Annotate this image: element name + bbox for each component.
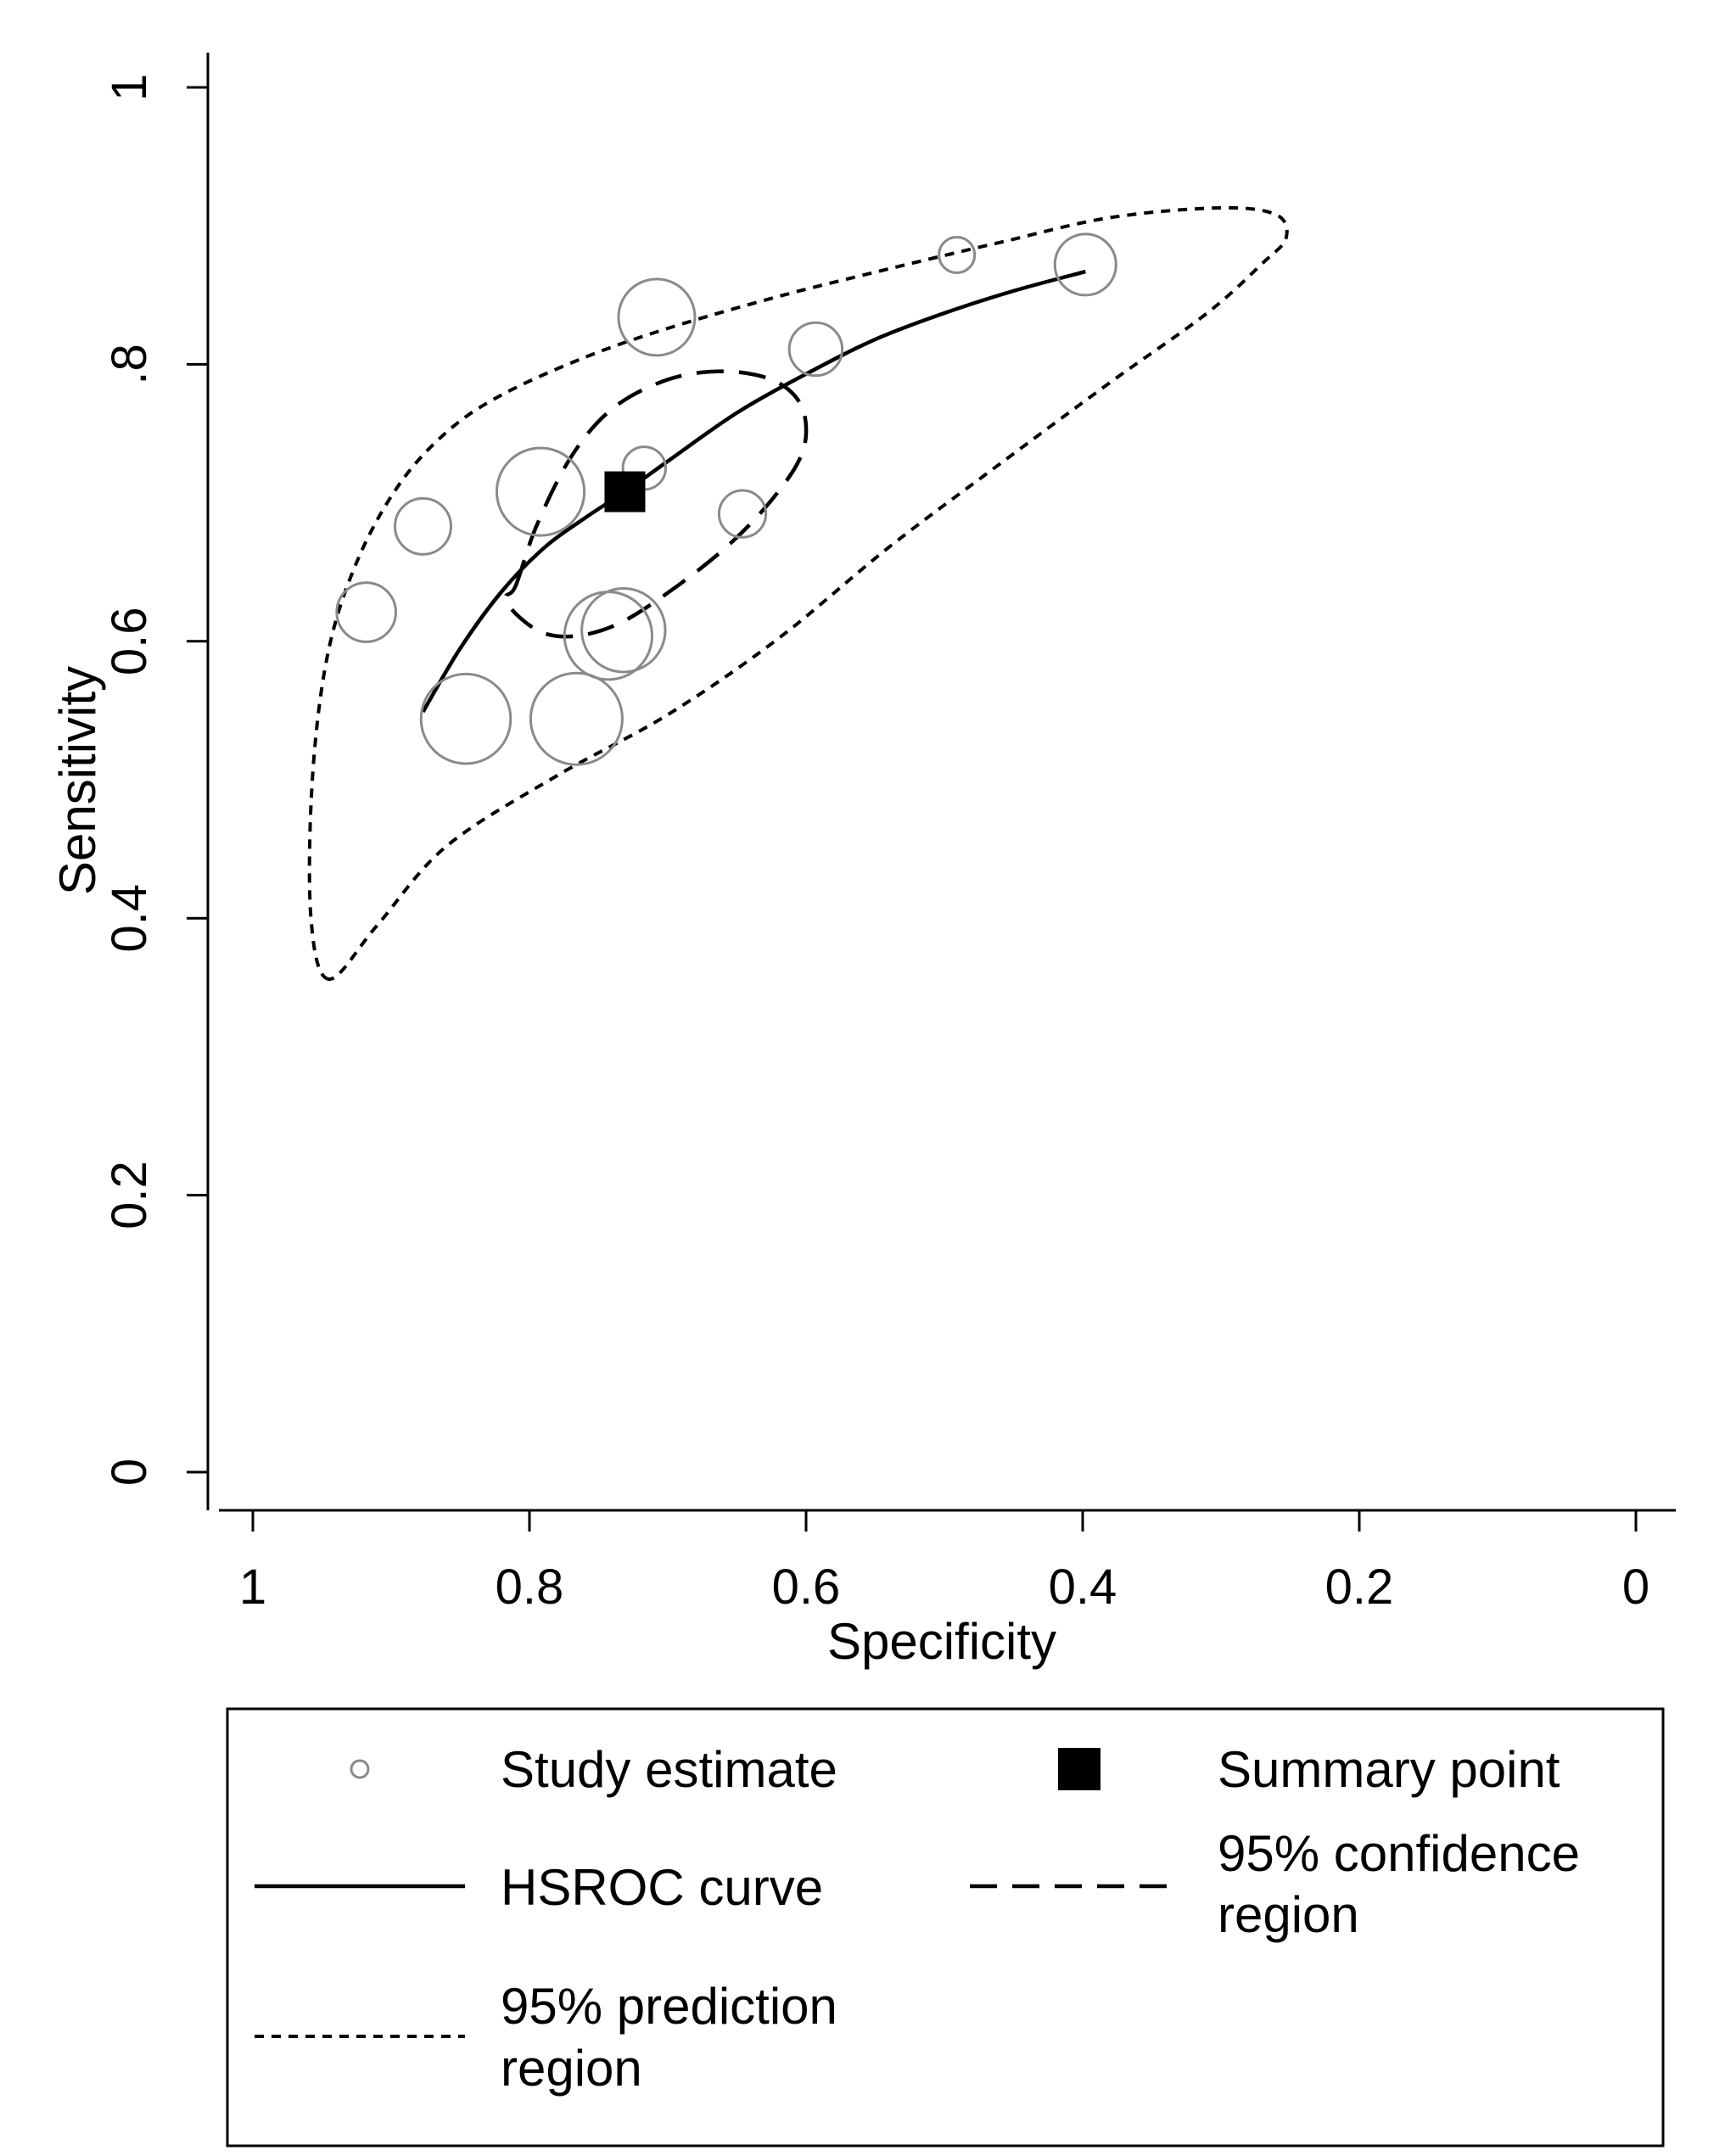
legend-prediction-label-2: region [501, 2040, 642, 2097]
x-tick-label: 0.2 [1325, 1560, 1394, 1615]
y-tick-label: 0.2 [102, 1161, 157, 1229]
legend: Study estimate Summary point HSROC curve… [226, 1707, 1665, 2148]
x-tick-label: 0.8 [496, 1560, 564, 1615]
study-estimate-point [335, 581, 397, 643]
y-tick-label: 0.6 [102, 607, 157, 675]
regions-layer [307, 205, 1289, 981]
x-axis-ticks: 1 0.8 0.6 0.4 0.2 0 [239, 1510, 1649, 1615]
study-estimate-point [787, 321, 844, 378]
legend-hsroc-label: HSROC curve [501, 1859, 823, 1916]
legend-summary-marker [1058, 1748, 1101, 1790]
study-estimate-point [1053, 232, 1117, 297]
legend-summary-label: Summary point [1218, 1741, 1560, 1798]
x-tick-label: 0.6 [772, 1560, 841, 1615]
y-tick-label: 0 [102, 1459, 157, 1486]
study-estimate-point [393, 496, 452, 556]
summary-point [604, 471, 646, 512]
prediction-region [307, 205, 1289, 981]
study-estimate-point [938, 235, 977, 274]
study-estimate-point [495, 446, 586, 537]
legend-prediction-label-1: 95% prediction [501, 1978, 837, 2035]
hsroc-curve [421, 269, 1086, 714]
x-axis-title: Specificity [827, 1613, 1056, 1670]
y-tick-label: 0.4 [102, 884, 157, 953]
y-tick-label: .8 [102, 344, 157, 384]
y-axis-ticks: 0 0.2 0.4 0.6 .8 1 [102, 74, 208, 1486]
confidence-region [504, 369, 809, 639]
summary-layer [604, 471, 646, 512]
y-tick-label: 1 [102, 74, 157, 101]
study-estimate-point [580, 587, 667, 674]
y-axis-title: Sensitivity [49, 666, 106, 895]
legend-confidence-label-2: region [1218, 1886, 1359, 1943]
study-estimate-point [617, 277, 697, 357]
study-estimate-point [419, 672, 512, 765]
x-tick-label: 0.4 [1049, 1560, 1117, 1615]
study-estimate-point [529, 671, 624, 766]
legend-study-marker [350, 1759, 370, 1779]
x-tick-label: 0 [1622, 1560, 1649, 1615]
x-tick-label: 1 [239, 1560, 266, 1615]
study-estimate-point [563, 591, 654, 681]
legend-confidence-label-1: 95% confidence [1218, 1825, 1580, 1882]
legend-study-label: Study estimate [501, 1741, 837, 1798]
study-estimate-point [717, 489, 768, 539]
study-estimates-layer [335, 232, 1117, 766]
legend-box [226, 1707, 1665, 2148]
